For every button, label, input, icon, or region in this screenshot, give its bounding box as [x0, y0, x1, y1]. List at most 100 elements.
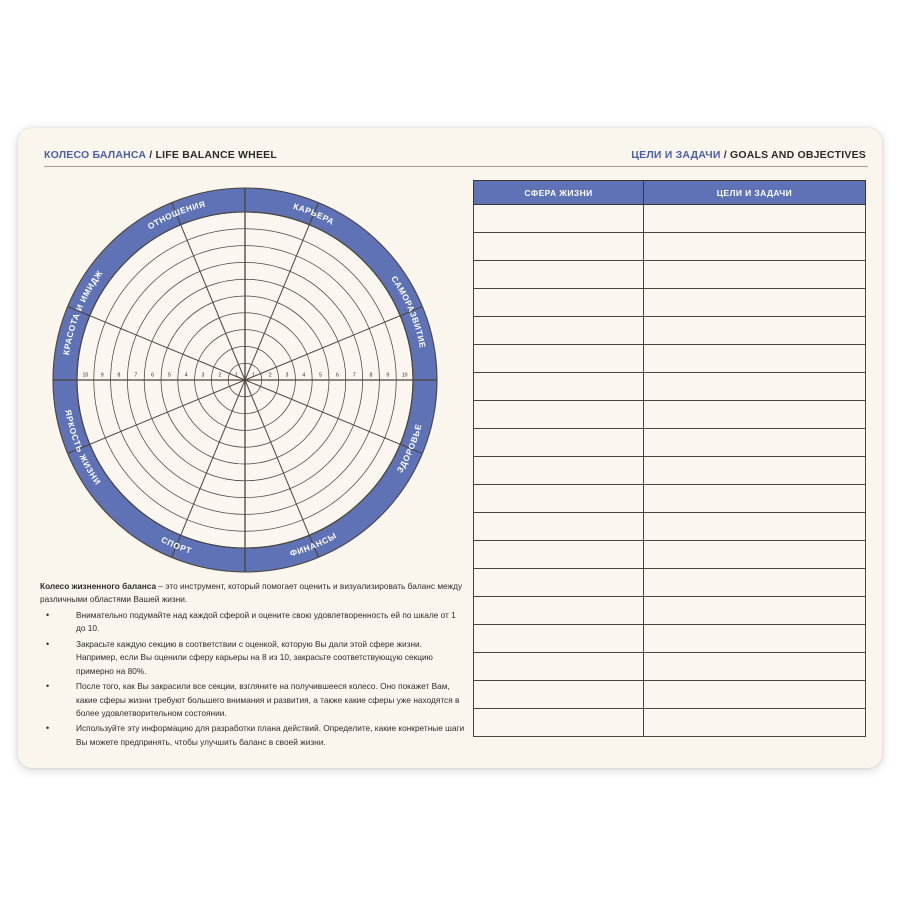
goals-table-head: СФЕРА ЖИЗНИ ЦЕЛИ И ЗАДАЧИ: [473, 180, 866, 205]
wheel-scale-left-9: 9: [101, 373, 104, 379]
header-right-en: GOALS AND OBJECTIVES: [729, 149, 866, 161]
cell-sphere[interactable]: [473, 372, 644, 401]
worksheet-card: КОЛЕСО БАЛАНСА / LIFE BALANCE WHEEL ЦЕЛИ…: [18, 128, 882, 768]
wheel-scale-right-4: 4: [302, 373, 305, 379]
cell-sphere[interactable]: [473, 428, 644, 457]
table-row[interactable]: [473, 540, 866, 569]
column-header-goals: ЦЕЛИ И ЗАДАЧИ: [643, 180, 866, 205]
cell-goals[interactable]: [643, 708, 866, 737]
header-right-ru: ЦЕЛИ И ЗАДАЧИ: [631, 149, 721, 161]
cell-sphere[interactable]: [473, 260, 644, 289]
cell-sphere[interactable]: [473, 596, 644, 625]
table-row[interactable]: [473, 204, 866, 233]
wheel-scale-left-7: 7: [134, 373, 137, 379]
cell-goals[interactable]: [643, 568, 866, 597]
cell-sphere[interactable]: [473, 316, 644, 345]
cell-goals[interactable]: [643, 540, 866, 569]
table-row[interactable]: [473, 400, 866, 429]
cell-goals[interactable]: [643, 204, 866, 233]
wheel-scale-right-7: 7: [353, 373, 356, 379]
instruction-step: Закрасьте каждую секцию в соответствии с…: [40, 637, 465, 678]
table-row[interactable]: [473, 316, 866, 345]
instruction-step: После того, как Вы закрасили все секции,…: [40, 679, 465, 720]
cell-sphere[interactable]: [473, 540, 644, 569]
cell-goals[interactable]: [643, 260, 866, 289]
cell-sphere[interactable]: [473, 624, 644, 653]
instruction-step: Внимательно подумайте над каждой сферой …: [40, 608, 465, 636]
goals-table-header-row: СФЕРА ЖИЗНИ ЦЕЛИ И ЗАДАЧИ: [473, 180, 866, 205]
table-row[interactable]: [473, 624, 866, 653]
table-row[interactable]: [473, 372, 866, 401]
cell-sphere[interactable]: [473, 400, 644, 429]
cell-sphere[interactable]: [473, 680, 644, 709]
wheel-scale-left-4: 4: [185, 373, 188, 379]
table-row[interactable]: [473, 260, 866, 289]
table-row[interactable]: [473, 596, 866, 625]
cell-sphere[interactable]: [473, 344, 644, 373]
cell-goals[interactable]: [643, 288, 866, 317]
cell-goals[interactable]: [643, 232, 866, 261]
table-row[interactable]: [473, 512, 866, 541]
table-row[interactable]: [473, 652, 866, 681]
cell-sphere[interactable]: [473, 708, 644, 737]
cell-sphere[interactable]: [473, 232, 644, 261]
table-row[interactable]: [473, 456, 866, 485]
cell-goals[interactable]: [643, 680, 866, 709]
cell-goals[interactable]: [643, 456, 866, 485]
table-row[interactable]: [473, 288, 866, 317]
wheel-scale-left-6: 6: [151, 373, 154, 379]
table-row[interactable]: [473, 680, 866, 709]
cell-sphere[interactable]: [473, 652, 644, 681]
header-left-rule: [44, 166, 474, 167]
cell-goals[interactable]: [643, 624, 866, 653]
header-left-separator: /: [146, 149, 156, 161]
cell-goals[interactable]: [643, 428, 866, 457]
header-left: КОЛЕСО БАЛАНСА / LIFE BALANCE WHEEL: [44, 149, 277, 161]
header-left-en: LIFE BALANCE WHEEL: [155, 149, 277, 161]
table-row[interactable]: [473, 428, 866, 457]
instructions-steps: Внимательно подумайте над каждой сферой …: [40, 608, 465, 749]
instructions-block: Колесо жизненного баланса – это инструме…: [40, 580, 465, 751]
table-row[interactable]: [473, 484, 866, 513]
wheel-scale-left-5: 5: [168, 373, 171, 379]
wheel-diagram[interactable]: 10 9 8 7 6 5 4 3 2 1 1 2 3 4 5 6 7 8 9 10КАРЬЕРАСАМОРАЗВИТИ…: [45, 180, 445, 580]
cell-goals[interactable]: [643, 316, 866, 345]
cell-goals[interactable]: [643, 596, 866, 625]
cell-goals[interactable]: [643, 372, 866, 401]
cell-sphere[interactable]: [473, 288, 644, 317]
wheel-scale-left-3: 3: [202, 373, 205, 379]
wheel-scale-right-5: 5: [319, 373, 322, 379]
wheel-scale-left-1: 1: [235, 373, 238, 379]
header-right-separator: /: [720, 149, 730, 161]
cell-goals[interactable]: [643, 484, 866, 513]
instructions-intro-rest: – это инструмент, который помогает оцени…: [40, 581, 463, 605]
table-row[interactable]: [473, 344, 866, 373]
cell-goals[interactable]: [643, 652, 866, 681]
wheel-scale-left-8: 8: [118, 373, 121, 379]
wheel-scale-right-9: 9: [386, 373, 389, 379]
cell-sphere[interactable]: [473, 568, 644, 597]
cell-sphere[interactable]: [473, 456, 644, 485]
instructions-lead: Колесо жизненного баланса: [40, 581, 157, 591]
life-balance-wheel[interactable]: 10 9 8 7 6 5 4 3 2 1 1 2 3 4 5 6 7 8 9 10 КАРЬЕРА САМОРАЗВИТИ…: [45, 180, 445, 580]
wheel-scale-right-8: 8: [370, 373, 373, 379]
instructions-intro: Колесо жизненного баланса – это инструме…: [40, 580, 465, 607]
goals-table[interactable]: СФЕРА ЖИЗНИ ЦЕЛИ И ЗАДАЧИ: [473, 180, 866, 737]
cell-goals[interactable]: [643, 344, 866, 373]
wheel-scale-right-10: 10: [402, 373, 408, 379]
table-row[interactable]: [473, 568, 866, 597]
wheel-scale-right-3: 3: [286, 373, 289, 379]
cell-goals[interactable]: [643, 400, 866, 429]
table-row[interactable]: [473, 232, 866, 261]
table-row[interactable]: [473, 708, 866, 737]
cell-goals[interactable]: [643, 512, 866, 541]
header-right: ЦЕЛИ И ЗАДАЧИ / GOALS AND OBJECTIVES: [631, 149, 866, 161]
goals-table-body[interactable]: [473, 204, 866, 737]
header-right-rule: [473, 166, 868, 167]
cell-sphere[interactable]: [473, 484, 644, 513]
cell-sphere[interactable]: [473, 512, 644, 541]
wheel-scale-left-2: 2: [218, 373, 221, 379]
cell-sphere[interactable]: [473, 204, 644, 233]
wheel-scale-right-1: 1: [252, 373, 255, 379]
